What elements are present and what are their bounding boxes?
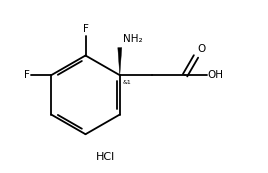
Text: HCl: HCl (96, 152, 115, 162)
Text: F: F (24, 70, 29, 80)
Polygon shape (118, 48, 122, 75)
Text: OH: OH (207, 70, 223, 80)
Text: NH₂: NH₂ (123, 34, 142, 44)
Text: O: O (197, 44, 205, 54)
Text: &1: &1 (123, 80, 132, 85)
Text: F: F (83, 24, 88, 34)
